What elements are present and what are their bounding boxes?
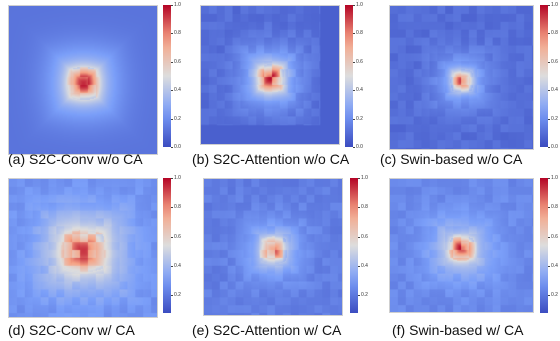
colorbar-tick-mark [358,178,360,179]
colorbar-tick-mark [358,266,360,267]
caption-e: (e) S2C-Attention w/ CA [192,322,342,338]
colorbar-tick-label: 0.2 [551,292,558,298]
colorbar-tick-label: 0.6 [356,59,363,65]
colorbar-tick-label: 0.8 [356,30,363,36]
heatmap-b [200,5,340,145]
colorbar-tick-mark [171,119,173,120]
colorbar-tick-label: 0.4 [551,263,558,269]
colorbar-tick-mark [171,207,173,208]
colorbar-tick-label: 0.4 [174,87,181,93]
caption-b: (b) S2C-Attention w/o CA [192,151,350,167]
colorbar-tick-label: 0.2 [174,116,181,122]
colorbar-tick-label: 1.0 [551,175,558,181]
colorbar-tick-label: 0.8 [361,204,368,210]
colorbar-tick-label: 1.0 [551,2,558,8]
colorbar-tick-mark [548,237,550,238]
colorbar-tick-label: 1.0 [174,2,181,8]
colorbar-tick-label: 0.6 [551,59,558,65]
colorbar-tick-label: 1.0 [356,2,363,8]
colorbar-tick-mark [171,62,173,63]
heatmap-a [8,5,158,155]
colorbar-tick-label: 0.6 [174,234,181,240]
colorbar-tick-mark [353,5,355,6]
colorbar-tick-label: 0.8 [174,204,181,210]
colorbar-tick-label: 0.0 [174,144,181,150]
colorbar-tick-mark [171,237,173,238]
colorbar-tick-label: 0.8 [551,30,558,36]
colorbar-tick-mark [171,295,173,296]
colorbar-f: 0.2 0.4 0.6 0.8 1.0 [540,176,558,313]
colorbar-tick-mark [548,119,550,120]
colorbar-tick-mark [353,147,355,148]
colorbar-tick-mark [353,33,355,34]
colorbar-tick-mark [353,90,355,91]
caption-f: (f) Swin-based w/ CA [392,322,524,338]
colorbar-tick-mark [358,207,360,208]
colorbar-tick-mark [171,5,173,6]
colorbar-tick-mark [548,62,550,63]
heatmap-f [389,178,534,313]
colorbar-d: 0.2 0.4 0.6 0.8 1.0 [163,176,181,313]
caption-c: (c) Swin-based w/o CA [380,151,523,167]
colorbar-tick-label: 0.2 [551,116,558,122]
colorbar-tick-mark [548,5,550,6]
colorbar-tick-label: 1.0 [361,175,368,181]
colorbar-e: 0.2 0.4 0.6 0.8 1.0 [350,176,368,313]
colorbar-c: 0.0 0.2 0.4 0.6 0.8 1.0 [540,3,558,150]
colorbar-tick-label: 0.8 [174,30,181,36]
colorbar-tick-label: 0.2 [174,292,181,298]
colorbar-tick-mark [171,147,173,148]
colorbar-tick-label: 0.0 [551,144,558,150]
colorbar-tick-mark [353,62,355,63]
colorbar-tick-label: 0.4 [174,263,181,269]
colorbar-tick-mark [548,266,550,267]
colorbar-tick-mark [353,119,355,120]
colorbar-tick-mark [548,207,550,208]
colorbar-tick-mark [171,266,173,267]
colorbar-tick-label: 0.0 [356,144,363,150]
colorbar-tick-mark [548,295,550,296]
caption-d: (d) S2C-Conv w/ CA [8,322,135,338]
colorbar-tick-mark [171,33,173,34]
colorbar-tick-mark [548,147,550,148]
colorbar-tick-mark [358,295,360,296]
colorbar-tick-mark [548,33,550,34]
colorbar-tick-mark [548,178,550,179]
colorbar-tick-label: 0.4 [356,87,363,93]
colorbar-tick-label: 0.8 [551,204,558,210]
colorbar-tick-label: 0.2 [361,292,368,298]
caption-a: (a) S2C-Conv w/o CA [8,151,143,167]
colorbar-tick-mark [171,178,173,179]
heatmap-c [389,5,534,150]
heatmap-d [8,178,158,318]
colorbar-tick-label: 0.4 [361,263,368,269]
colorbar-tick-label: 0.6 [174,59,181,65]
colorbar-tick-label: 0.4 [551,87,558,93]
colorbar-tick-label: 1.0 [174,175,181,181]
colorbar-tick-mark [548,90,550,91]
heatmap-e [203,178,343,316]
colorbar-b: 0.0 0.2 0.4 0.6 0.8 1.0 [345,3,363,150]
colorbar-a: 0.0 0.2 0.4 0.6 0.8 1.0 [163,3,181,150]
colorbar-tick-mark [358,237,360,238]
colorbar-tick-label: 0.2 [356,116,363,122]
colorbar-tick-label: 0.6 [361,234,368,240]
colorbar-tick-label: 0.6 [551,234,558,240]
colorbar-tick-mark [171,90,173,91]
